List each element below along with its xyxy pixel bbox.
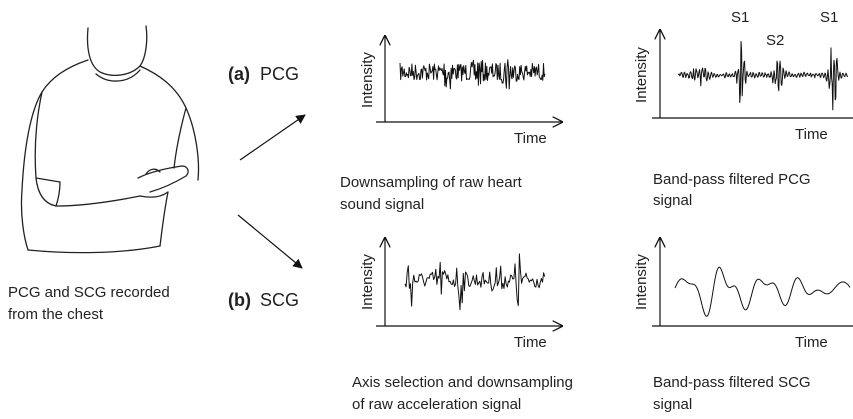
- subject-caption: from the chest: [8, 306, 104, 323]
- peak-label: S1: [820, 9, 838, 26]
- y-axis-label: Intensity: [359, 254, 376, 310]
- branch-tag: (b): [228, 290, 251, 310]
- raw-pcg-waveform: [399, 59, 546, 90]
- branch-name: PCG: [260, 64, 299, 84]
- filtered-pcg-waveform: [677, 41, 849, 111]
- y-axis-label: Intensity: [633, 254, 650, 310]
- peak-label: S2: [766, 32, 784, 49]
- raw-pcg-panel: Intensity Time: [359, 36, 562, 147]
- panel-caption: Band-pass filtered PCG: [653, 171, 811, 188]
- x-axis-label: Time: [514, 334, 547, 351]
- branch-tag: (a): [228, 64, 250, 84]
- y-axis-label: Intensity: [633, 47, 650, 103]
- panel-caption: signal: [653, 192, 692, 209]
- x-axis-label: Time: [795, 126, 828, 143]
- x-axis-label: Time: [795, 334, 828, 351]
- panel-caption: Downsampling of raw heart: [340, 174, 523, 191]
- filtered-pcg-panel: Intensity Time S1 S2 S1: [633, 9, 853, 143]
- branch-name: SCG: [260, 290, 299, 310]
- y-axis-label: Intensity: [359, 52, 376, 108]
- panel-caption: sound signal: [340, 196, 424, 213]
- panel-caption: signal: [653, 396, 692, 413]
- subject-caption: PCG and SCG recorded: [8, 284, 170, 301]
- raw-scg-waveform: [404, 253, 546, 311]
- panel-caption: Axis selection and downsampling: [352, 374, 573, 391]
- panel-caption: Band-pass filtered SCG: [653, 374, 811, 391]
- peak-label: S1: [731, 9, 749, 26]
- person-illustration: [20, 25, 200, 254]
- raw-scg-panel: Intensity Time: [359, 238, 562, 351]
- filtered-scg-waveform: [674, 266, 851, 317]
- x-axis-label: Time: [514, 130, 547, 147]
- filtered-scg-panel: Intensity Time: [633, 238, 853, 351]
- arrow: [237, 214, 303, 269]
- arrow: [239, 114, 306, 161]
- panel-caption: of raw acceleration signal: [352, 396, 521, 413]
